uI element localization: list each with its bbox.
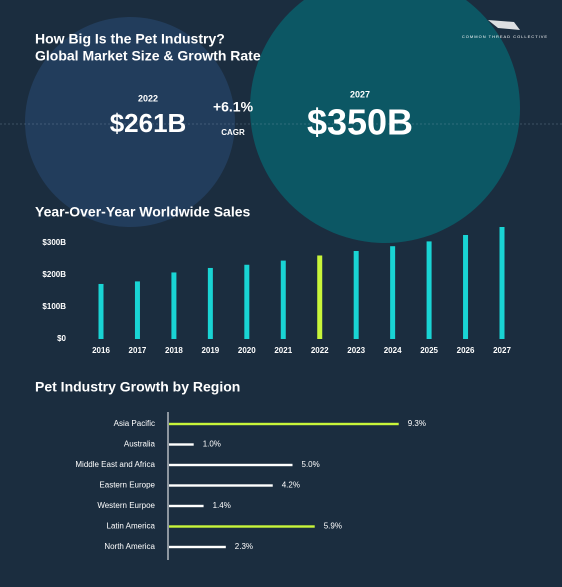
value-label: 9.3% [408, 419, 426, 428]
bar [169, 463, 293, 467]
logo-mark [488, 20, 520, 30]
category-label: Middle East and Africa [75, 460, 155, 469]
x-tick-label: 2017 [129, 346, 147, 355]
value-label: 1.4% [213, 501, 231, 510]
bar [98, 283, 104, 339]
x-tick-label: 2025 [420, 346, 438, 355]
bar [390, 246, 396, 339]
subtitle: Global Market Size & Growth Rate [35, 48, 261, 64]
value-label: 2.3% [235, 542, 253, 551]
circle-right [250, 0, 520, 243]
bar [169, 525, 315, 528]
bar [169, 443, 194, 446]
category-label: Australia [124, 440, 156, 449]
stat-value: $261B [110, 108, 187, 138]
circle-left [25, 17, 235, 227]
stat-growth: +6.1% [213, 99, 254, 115]
chart-title: Year-Over-Year Worldwide Sales [35, 204, 251, 220]
bar [171, 272, 177, 339]
x-tick-label: 2018 [165, 346, 183, 355]
bar [134, 281, 140, 339]
value-label: 5.0% [302, 460, 320, 469]
stat-value: $350B [307, 102, 413, 143]
x-tick-label: 2016 [92, 346, 110, 355]
x-tick-label: 2024 [384, 346, 402, 355]
y-tick-label: $0 [57, 334, 66, 343]
stat-year: 2027 [350, 89, 370, 99]
x-tick-label: 2027 [493, 346, 511, 355]
x-tick-label: 2023 [347, 346, 365, 355]
bar [169, 504, 204, 508]
bar [169, 422, 399, 426]
x-tick-label: 2021 [274, 346, 292, 355]
x-tick-label: 2020 [238, 346, 256, 355]
value-label: 1.0% [203, 440, 221, 449]
bar [426, 241, 432, 339]
bar [463, 235, 469, 339]
bar [207, 267, 213, 339]
category-label: Western Eurpoe [97, 501, 155, 510]
value-label: 5.9% [324, 522, 342, 531]
bar [317, 255, 323, 339]
value-label: 4.2% [282, 481, 300, 490]
y-tick-label: $200B [42, 270, 66, 279]
stat-growth-label: CAGR [221, 128, 245, 137]
bar [280, 260, 286, 339]
x-tick-label: 2022 [311, 346, 329, 355]
category-label: Latin America [107, 522, 156, 531]
bar [169, 545, 226, 549]
category-label: North America [104, 542, 155, 551]
title: How Big Is the Pet Industry? [35, 31, 225, 47]
chart-title: Pet Industry Growth by Region [35, 379, 240, 395]
x-tick-label: 2026 [457, 346, 475, 355]
y-tick-label: $300B [42, 238, 66, 247]
stat-year: 2022 [138, 93, 158, 103]
x-tick-label: 2019 [201, 346, 219, 355]
bar [499, 227, 505, 339]
logo-text: COMMON THREAD COLLECTIVE [462, 34, 548, 39]
category-label: Eastern Europe [99, 481, 155, 490]
bar [244, 264, 250, 339]
bar [353, 251, 359, 339]
y-tick-label: $100B [42, 302, 66, 311]
bar [169, 484, 273, 487]
category-label: Asia Pacific [114, 419, 155, 428]
